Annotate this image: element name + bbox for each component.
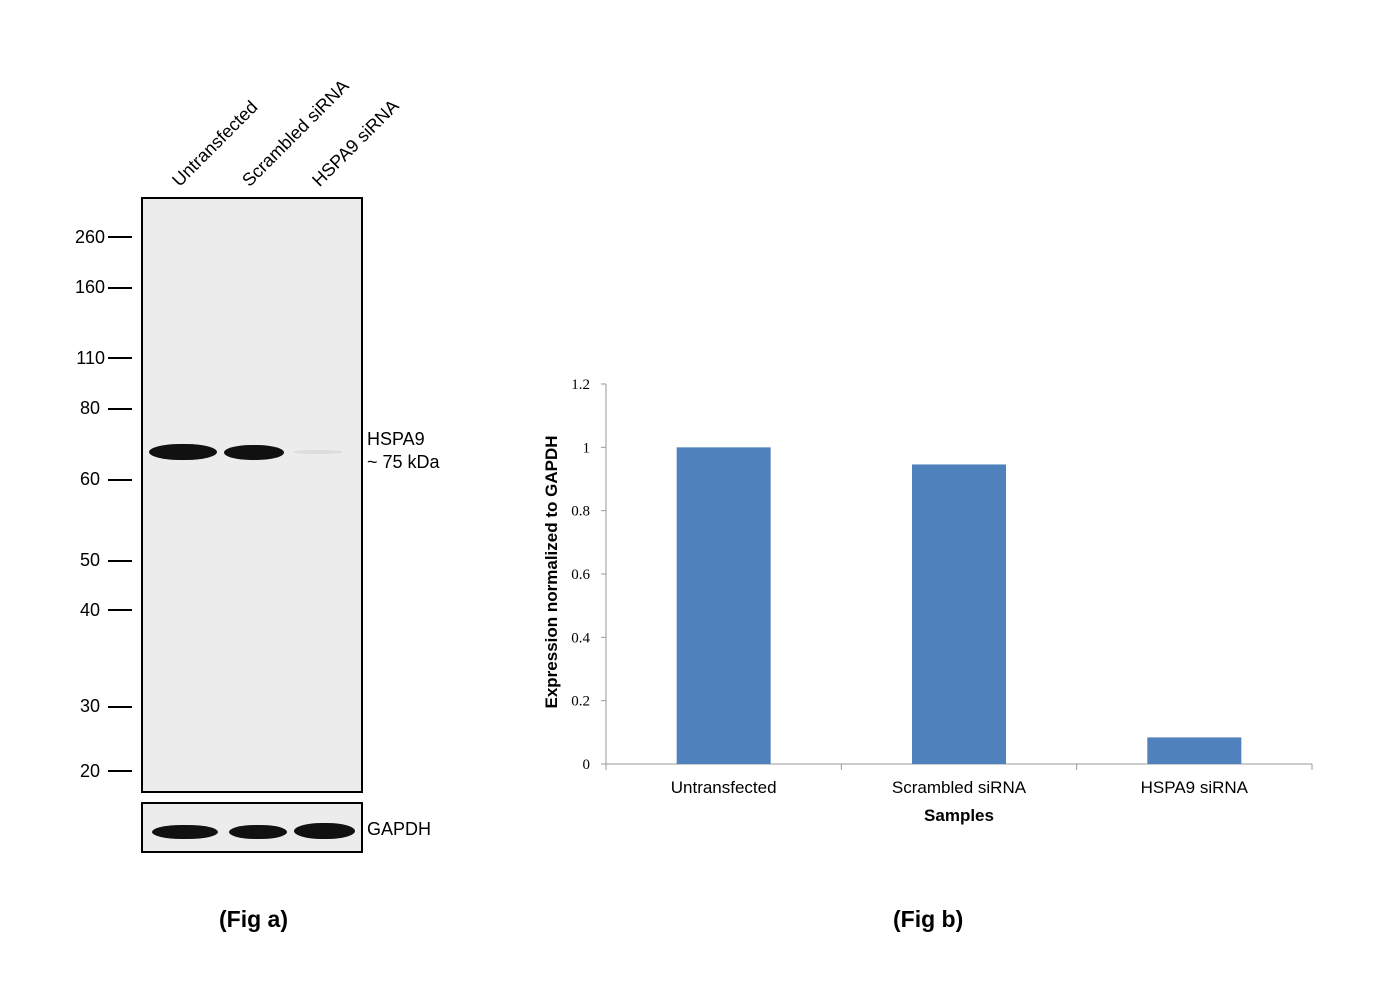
y-tick-label: 1.2 bbox=[571, 377, 590, 393]
bar-untransfected bbox=[676, 447, 771, 764]
mw-tick bbox=[108, 706, 132, 708]
mw-tick bbox=[108, 770, 132, 772]
y-tick-label: 0.2 bbox=[571, 694, 590, 710]
mw-30: 30 bbox=[79, 696, 100, 716]
mw-20: 20 bbox=[79, 761, 100, 781]
fig-b-caption: (Fig b) bbox=[893, 906, 964, 932]
band-gapdh-lane2 bbox=[229, 825, 287, 839]
y-tick-label: 0.6 bbox=[571, 567, 590, 583]
band-hspa9-lane3 bbox=[293, 450, 343, 454]
gapdh-membrane bbox=[141, 802, 363, 853]
mw-tick bbox=[108, 560, 132, 562]
y-axis: 0 0.2 0.4 0.6 0.8 1 1.2 bbox=[571, 377, 607, 773]
mw-tick bbox=[108, 357, 132, 359]
y-tick-label: 1 bbox=[583, 440, 591, 456]
y-tick-label: 0.4 bbox=[571, 630, 590, 646]
mw-160: 160 bbox=[74, 277, 105, 297]
y-tick-label: 0 bbox=[583, 757, 591, 773]
band-hspa9-lane1 bbox=[149, 444, 217, 460]
fig-a-caption: (Fig a) bbox=[219, 906, 288, 932]
mw-40: 40 bbox=[79, 600, 100, 620]
mw-tick bbox=[108, 408, 132, 410]
mw-260: 260 bbox=[74, 227, 105, 247]
mw-80: 80 bbox=[79, 398, 100, 418]
bars bbox=[676, 447, 1242, 764]
y-tick-label: 0.8 bbox=[571, 504, 590, 520]
blot-membrane bbox=[141, 197, 363, 793]
bar-scrambled-sirna bbox=[912, 464, 1006, 764]
hspa9-size-label: ~ 75 kDa bbox=[367, 452, 440, 472]
mw-110: 110 bbox=[76, 348, 105, 368]
mw-50: 50 bbox=[79, 550, 100, 570]
x-tick-label: Scrambled siRNA bbox=[892, 778, 1027, 797]
hspa9-label: HSPA9 bbox=[367, 429, 425, 449]
mw-tick bbox=[108, 609, 132, 611]
band-gapdh-lane1 bbox=[152, 825, 218, 839]
x-axis: Untransfected Scrambled siRNA HSPA9 siRNA bbox=[605, 763, 1313, 797]
mw-60: 60 bbox=[79, 469, 100, 489]
band-gapdh-lane3 bbox=[294, 823, 355, 839]
mw-tick bbox=[108, 287, 132, 289]
x-tick-label: HSPA9 siRNA bbox=[1141, 778, 1249, 797]
y-axis-label: Expression normalized to GAPDH bbox=[542, 436, 561, 709]
band-hspa9-lane2 bbox=[224, 445, 284, 460]
bar-hspa9-sirna bbox=[1147, 737, 1242, 764]
mw-tick bbox=[108, 236, 132, 238]
gapdh-label: GAPDH bbox=[367, 819, 432, 839]
mw-tick bbox=[108, 479, 132, 481]
x-axis-label: Samples bbox=[924, 806, 994, 825]
x-tick-label: Untransfected bbox=[671, 778, 777, 797]
